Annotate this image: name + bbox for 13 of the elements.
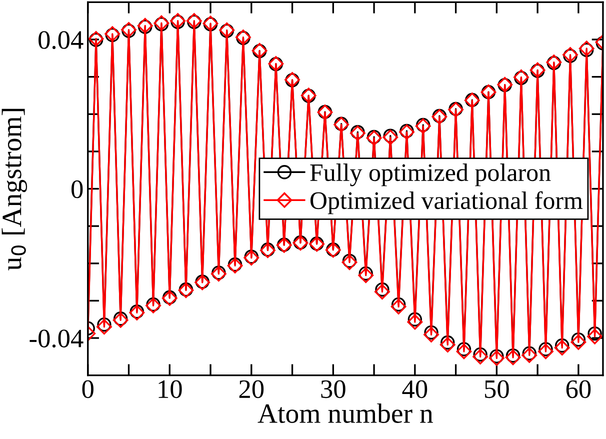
legend-label: Optimized variational form: [310, 191, 583, 214]
x-tick-label: 10: [158, 380, 182, 398]
x-tick-label: 60: [566, 380, 591, 398]
x-tick-label: 20: [239, 380, 264, 398]
y-tick-label: 0: [72, 180, 83, 198]
y-tick-label: 0.04: [38, 31, 84, 50]
y-axis-title: u$_{0}$ [Angstrom]: [2, 108, 28, 270]
x-axis-title: Atom number n: [258, 403, 433, 423]
x-tick-label: 30: [321, 380, 346, 398]
y-tick-label: -0.04: [30, 330, 84, 348]
x-tick-label: 50: [485, 380, 509, 398]
legend-label: Fully optimized polaron: [310, 164, 551, 186]
x-tick-label: 40: [402, 380, 428, 398]
